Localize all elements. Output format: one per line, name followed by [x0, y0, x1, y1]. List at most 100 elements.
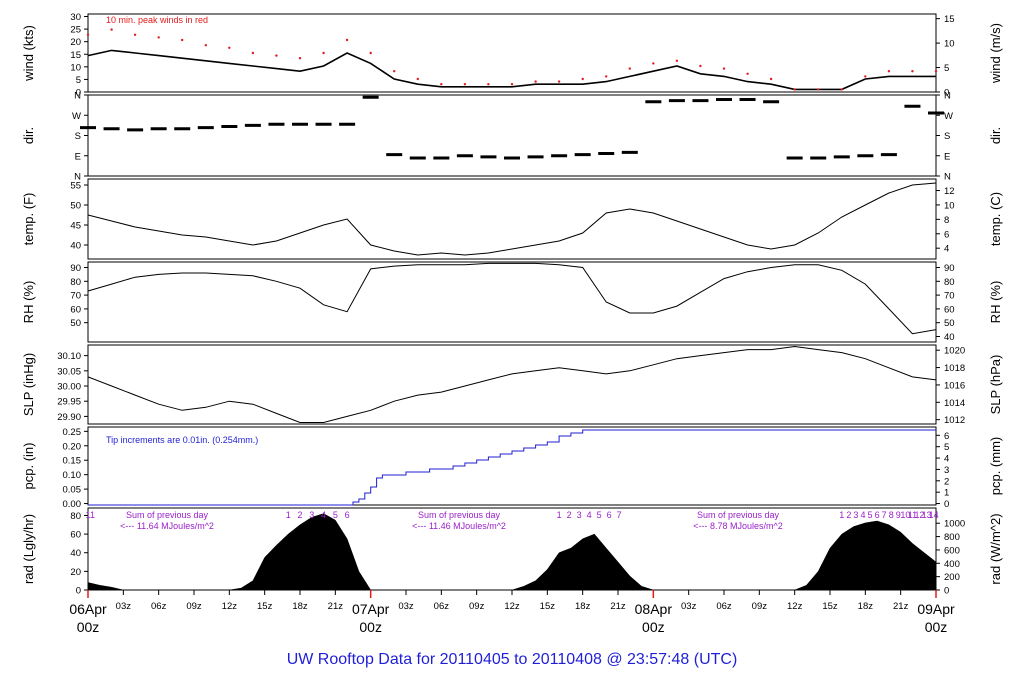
y-tick-label-right: 1016	[944, 380, 965, 391]
y-tick-label-right: 8	[944, 215, 949, 226]
rad-hour-mark: 14	[929, 510, 939, 520]
y-tick-label-left: 0.15	[63, 456, 82, 467]
peak-point-7	[251, 51, 255, 55]
x-day-label-date: 09Apr	[917, 601, 955, 617]
y-tick-label-left: 30.05	[57, 366, 81, 377]
y-tick-label-right: 1	[944, 488, 949, 499]
dir-point-30	[786, 156, 803, 160]
peak-point-36	[934, 70, 938, 73]
dir-point-15	[433, 156, 450, 160]
peak-point-16	[463, 83, 467, 86]
x-hour-label: 09z	[469, 601, 485, 612]
dir-point-24	[645, 100, 662, 104]
peak-point-18	[510, 83, 514, 86]
y-tick-label-left: E	[75, 151, 81, 162]
y-tick-label-right: 4	[944, 244, 949, 255]
panel-pcp-frame	[87, 426, 937, 506]
rad-hour-mark: 4	[321, 510, 326, 520]
rad-hour-mark: 3	[853, 510, 858, 520]
peak-point-27	[722, 67, 726, 70]
y-tick-label-left: S	[75, 131, 81, 142]
peak-point-32	[840, 88, 843, 91]
y-tick-label-right: N	[944, 172, 951, 183]
y-tick-label-right: 6	[944, 229, 949, 240]
y-axis-title-right: RH (%)	[988, 281, 1003, 324]
y-tick-label-left: 60	[70, 530, 81, 541]
dir-point-12	[362, 95, 379, 99]
peak-point-29	[769, 77, 773, 81]
rad-hour-mark: 6	[875, 510, 880, 520]
peak-point-28	[746, 72, 749, 76]
peak-point-25	[675, 59, 679, 62]
dir-point-29	[763, 100, 780, 104]
y-tick-label-right: N	[944, 91, 951, 102]
chart-title: UW Rooftop Data for 20110405 to 20110408…	[286, 651, 738, 668]
rad-hour-mark: 11	[908, 510, 917, 520]
rad-hour-mark: 7	[617, 510, 622, 520]
y-tick-label-left: 29.90	[57, 412, 81, 423]
peak-point-6	[228, 46, 231, 49]
series-rh-4-line	[87, 262, 937, 335]
series-pcp-6	[88, 429, 936, 506]
x-day-label-date: 06Apr	[69, 601, 107, 617]
dir-point-20	[551, 154, 568, 158]
dir-point-9	[292, 122, 308, 126]
y-tick-label-left: 45	[70, 221, 81, 232]
y-tick-label-right: 80	[944, 277, 955, 288]
rad-day-note-line1: Sum of previous day	[697, 510, 780, 520]
peak-point-10	[322, 51, 325, 55]
y-tick-label-left: N	[74, 172, 81, 183]
dir-point-10	[315, 122, 332, 126]
y-tick-label-right: W	[944, 111, 953, 122]
rad-hour-mark: 7	[882, 510, 887, 520]
x-hour-label: 15z	[822, 601, 838, 612]
y-tick-label-left: 80	[70, 511, 81, 522]
dir-point-6	[221, 125, 238, 128]
dir-point-5	[197, 126, 214, 130]
peak-winds-note: 10 min. peak winds in red	[106, 15, 208, 25]
peak-point-24	[652, 62, 655, 65]
dir-point-3	[150, 127, 167, 131]
x-hour-label: 12z	[504, 601, 520, 612]
rad-hour-mark: 5	[333, 510, 338, 520]
y-tick-label-right: 5	[944, 63, 949, 74]
y-tick-label-left: 30.10	[57, 351, 81, 362]
x-hour-label: 18z	[292, 601, 308, 612]
y-tick-label-right: 0	[944, 499, 949, 510]
dir-point-27	[716, 98, 732, 101]
peak-point-0	[86, 33, 90, 36]
peak-point-23	[628, 67, 631, 70]
dir-point-34	[880, 153, 897, 157]
rad-hour-mark: 2	[846, 510, 851, 520]
dir-point-13	[386, 153, 403, 157]
y-tick-label-left: 20	[70, 37, 81, 48]
y-tick-label-right: 90	[944, 263, 955, 274]
y-tick-label-right: 0	[944, 586, 949, 597]
rad-hour-mark: 1	[557, 510, 562, 520]
rad-day-note-line2: <--- 11.46 MJoules/m^2	[412, 521, 506, 531]
series-rad-7	[87, 513, 937, 591]
rad-hour-mark: 10	[900, 510, 910, 520]
x-day-label-hour: 00z	[77, 619, 100, 635]
y-tick-label-left: N	[74, 91, 81, 102]
y-tick-label-right: 70	[944, 291, 955, 302]
y-tick-label-left: 15	[70, 50, 81, 61]
peak-point-13	[393, 70, 396, 73]
x-hour-label: 03z	[116, 601, 132, 612]
peak-point-22	[605, 75, 608, 78]
x-hour-label: 06z	[151, 601, 167, 612]
dir-point-21	[574, 153, 591, 157]
y-tick-label-left: 25	[70, 25, 81, 36]
x-day-label-date: 08Apr	[635, 601, 673, 617]
y-tick-label-right: 1020	[944, 346, 965, 357]
x-hour-label: 03z	[398, 601, 414, 612]
y-tick-label-left: W	[72, 111, 81, 122]
rad-day-note-line2: <--- 8.78 MJoules/m^2	[693, 521, 783, 531]
rad-hour-mark: 1	[286, 510, 291, 520]
peak-point-20	[557, 80, 561, 83]
y-tick-label-right: 3	[944, 465, 949, 476]
rad-hour-mark: 3	[577, 510, 582, 520]
y-axis-title-left: wind (kts)	[21, 25, 36, 82]
rad-hour-mark: 2	[567, 510, 572, 520]
y-axis-title-left: RH (%)	[21, 281, 36, 324]
